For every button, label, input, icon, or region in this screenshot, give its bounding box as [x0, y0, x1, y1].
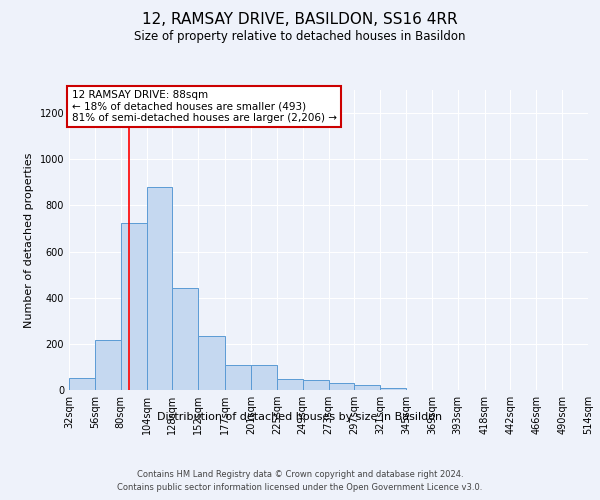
- Text: 12 RAMSAY DRIVE: 88sqm
← 18% of detached houses are smaller (493)
81% of semi-de: 12 RAMSAY DRIVE: 88sqm ← 18% of detached…: [71, 90, 337, 123]
- Text: 12, RAMSAY DRIVE, BASILDON, SS16 4RR: 12, RAMSAY DRIVE, BASILDON, SS16 4RR: [142, 12, 458, 28]
- Bar: [329, 383, 355, 390]
- Y-axis label: Number of detached properties: Number of detached properties: [24, 152, 34, 328]
- Bar: [69, 378, 95, 390]
- Text: Contains HM Land Registry data © Crown copyright and database right 2024.: Contains HM Land Registry data © Crown c…: [137, 470, 463, 479]
- Bar: [172, 288, 198, 390]
- Bar: [277, 379, 302, 390]
- Bar: [95, 340, 121, 390]
- Bar: [146, 187, 172, 390]
- Bar: [121, 222, 146, 390]
- Bar: [225, 364, 251, 390]
- Bar: [251, 364, 277, 390]
- Bar: [302, 380, 329, 390]
- Bar: [198, 336, 225, 390]
- Bar: [380, 388, 406, 390]
- Bar: [355, 386, 380, 390]
- Text: Distribution of detached houses by size in Basildon: Distribution of detached houses by size …: [157, 412, 443, 422]
- Text: Size of property relative to detached houses in Basildon: Size of property relative to detached ho…: [134, 30, 466, 43]
- Text: Contains public sector information licensed under the Open Government Licence v3: Contains public sector information licen…: [118, 482, 482, 492]
